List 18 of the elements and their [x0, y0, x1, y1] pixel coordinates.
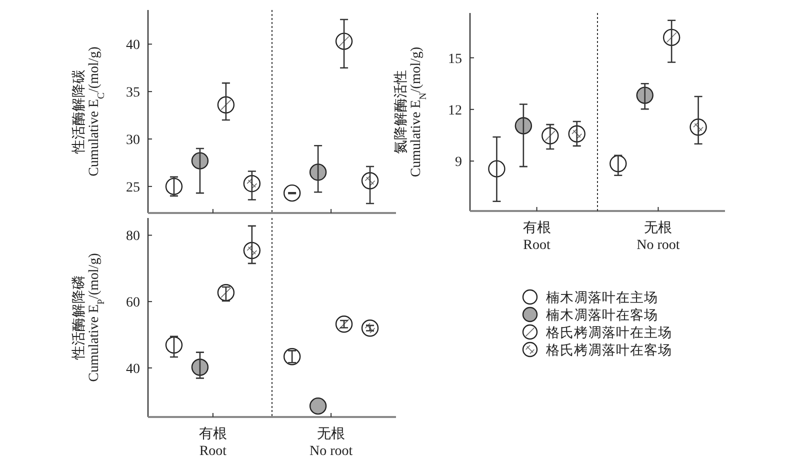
x-tick-label: 有根 Root — [198, 426, 227, 459]
legend-label: 楠木凋落叶在客场 — [546, 308, 658, 322]
y-tick-label: 60 — [126, 296, 140, 311]
y-tick-label: 80 — [126, 229, 140, 244]
y-tick-label: 25 — [126, 180, 140, 196]
y-tick-label: 35 — [126, 86, 140, 101]
y-tick-label: 40 — [126, 38, 140, 54]
x-tick-label: 无根 No root — [309, 426, 353, 459]
legend-label: 楠木凋落叶在主场 — [546, 290, 658, 305]
x-tick-label: 有根 Root — [522, 220, 551, 253]
y-tick-label: 15 — [448, 52, 462, 67]
legend-label: 格氏栲凋落叶在客场 — [545, 342, 672, 358]
legend-label: 格氏栲凋落叶在主场 — [545, 325, 672, 340]
y-tick-label: 30 — [126, 133, 140, 148]
y-tick-label: 40 — [126, 362, 140, 377]
x-tick-label: 无根 No root — [636, 220, 680, 253]
y-tick-label: 12 — [448, 103, 462, 118]
y-tick-label: 9 — [455, 155, 462, 170]
